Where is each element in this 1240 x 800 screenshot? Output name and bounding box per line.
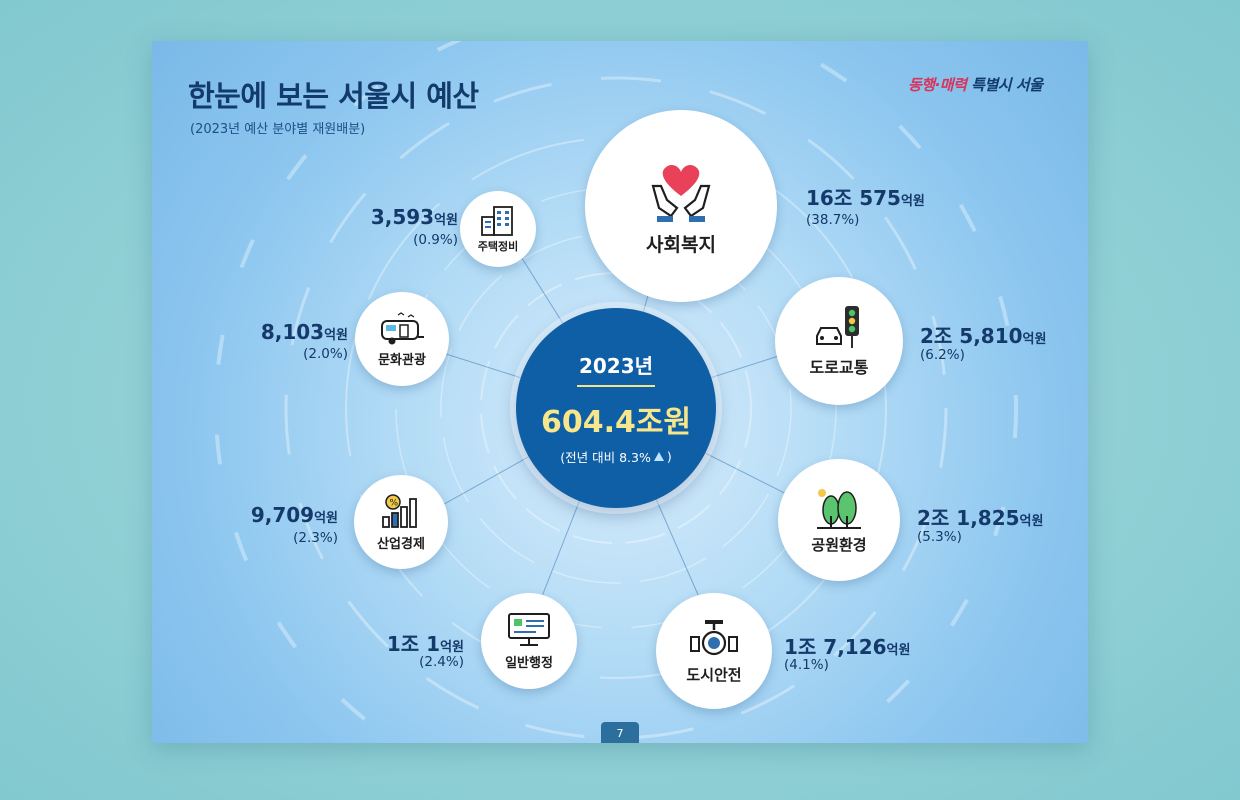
apartment-building-icon [481, 205, 513, 236]
category-general-admin: 일반행정 [481, 593, 577, 689]
percent-industry-economy: (2.3%) [293, 530, 338, 546]
amount-value: 2조 5,810 [920, 324, 1023, 348]
percent-road-transport: (6.2%) [920, 347, 965, 363]
amount-unit: 억원 [1019, 514, 1044, 529]
amount-unit: 억원 [314, 511, 338, 526]
logo-slogan: 동행·매력 [908, 76, 967, 94]
amount-social-welfare: 16조 575억원 [806, 182, 925, 211]
amount-value: 1조 7,126 [784, 635, 887, 659]
category-road-transport: 도로교통 [775, 277, 903, 405]
category-label: 산업경제 [377, 536, 425, 552]
amount-value: 9,709 [250, 503, 315, 527]
slide: 한눈에 보는 서울시 예산 (2023년 예산 분야별 재원배분) 동행·매력 … [152, 41, 1088, 743]
budget-change-text: (전년 대비 8.3% [560, 450, 651, 465]
category-culture-tourism: 문화관광 [355, 292, 449, 386]
up-arrow-icon [653, 452, 664, 461]
amount-unit: 억원 [900, 194, 925, 209]
category-urban-safety: 도시안전 [656, 593, 772, 709]
amount-unit: 억원 [1022, 332, 1047, 347]
amount-unit: 억원 [324, 328, 348, 343]
amount-value: 16조 575 [806, 186, 901, 210]
heart-hands-icon [651, 164, 711, 222]
amount-unit: 억원 [434, 213, 458, 228]
category-label: 공원환경 [811, 535, 867, 554]
valve-gauge-icon [690, 619, 738, 655]
amount-parks-environment: 2조 1,825억원 [917, 502, 1043, 531]
category-social-welfare: 사회복지 [585, 110, 777, 302]
category-label: 일반행정 [505, 655, 553, 671]
amount-value: 1조 1 [386, 632, 441, 656]
amount-value: 3,593 [370, 205, 435, 229]
amount-urban-safety: 1조 7,126억원 [784, 631, 910, 660]
amount-road-transport: 2조 5,810억원 [920, 320, 1046, 349]
page-subtitle: (2023년 예산 분야별 재원배분) [190, 122, 366, 137]
traffic-light-car-icon [816, 306, 859, 348]
page-title: 한눈에 보는 서울시 예산 [188, 79, 479, 113]
logo-city: 특별시 서울 [971, 76, 1043, 94]
budget-total: 604.4조원 [540, 405, 692, 440]
bar-chart-percent-icon: % [382, 493, 417, 528]
amount-general-admin: 1조 1억원 [360, 628, 464, 657]
amount-industry-economy: 9,709억원 [226, 503, 338, 527]
amount-value: 2조 1,825 [917, 506, 1020, 530]
category-label: 도로교통 [809, 358, 869, 377]
percent-housing: (0.9%) [413, 232, 458, 248]
category-industry-economy: % 산업경제 [354, 475, 448, 569]
trees-icon [817, 488, 861, 529]
category-label: 주택정비 [477, 239, 519, 253]
category-housing: 주택정비 [460, 191, 536, 267]
budget-change: (전년 대비 8.3% ) [560, 447, 671, 466]
budget-change-close: ) [666, 449, 672, 464]
amount-unit: 억원 [440, 640, 464, 655]
page-number: 7 [601, 722, 639, 743]
category-label: 사회복지 [646, 233, 716, 256]
category-label: 문화관광 [378, 352, 426, 368]
category-label: 도시안전 [686, 665, 742, 684]
percent-social-welfare: (38.7%) [806, 212, 860, 228]
percent-general-admin: (2.4%) [419, 654, 464, 670]
amount-value: 8,103 [260, 320, 325, 344]
category-parks-environment: 공원환경 [778, 459, 900, 581]
computer-monitor-icon [508, 612, 550, 646]
percent-parks-environment: (5.3%) [917, 529, 962, 545]
budget-year: 2023년 [577, 350, 655, 387]
percent-culture-tourism: (2.0%) [303, 346, 348, 362]
amount-culture-tourism: 8,103억원 [236, 320, 348, 344]
svg-text:%: % [390, 498, 399, 508]
seoul-logo: 동행·매력 특별시 서울 [908, 74, 1043, 95]
camper-van-icon [381, 311, 424, 344]
amount-unit: 억원 [886, 643, 911, 658]
total-budget-circle: 2023년 604.4조원 (전년 대비 8.3% ) [516, 308, 716, 508]
amount-housing: 3,593억원 [338, 205, 458, 229]
percent-urban-safety: (4.1%) [784, 657, 829, 673]
